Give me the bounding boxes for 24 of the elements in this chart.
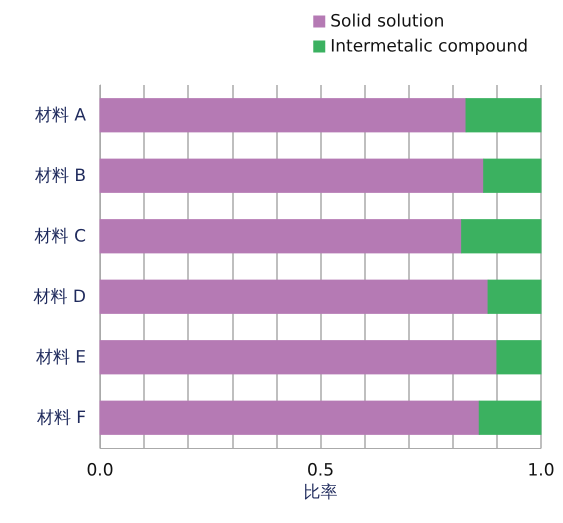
x-tick-label: 1.0 (527, 460, 555, 480)
bar (461, 219, 542, 254)
bar (478, 400, 542, 435)
y-tick-label: 材料 C (34, 226, 86, 246)
bar (100, 340, 498, 374)
bar (100, 98, 467, 132)
x-axis-title: 比率 (304, 482, 338, 502)
y-tick-label: 材料 E (34, 347, 86, 368)
bar (100, 400, 480, 435)
bar (100, 219, 462, 254)
bar (483, 158, 542, 193)
legend-label: Solid solution (330, 12, 444, 32)
y-tick-label: 材料 F (36, 408, 86, 428)
x-tick-label: 0.5 (306, 460, 334, 480)
bar (466, 98, 542, 132)
bar (496, 340, 542, 374)
y-tick-label: 材料 B (34, 166, 86, 186)
legend-label: Intermetalic compound (330, 36, 528, 56)
x-tick-label: 0.0 (86, 460, 114, 480)
bar (100, 158, 484, 193)
bar (100, 280, 489, 314)
y-tick-label: 材料 A (34, 105, 86, 126)
y-tick-label: 材料 D (32, 286, 86, 307)
bar (488, 280, 542, 314)
